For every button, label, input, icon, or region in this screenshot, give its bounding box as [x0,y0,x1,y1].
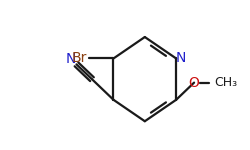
Text: Br: Br [72,51,87,66]
Text: CH₃: CH₃ [214,76,237,89]
Text: N: N [176,51,186,66]
Text: N: N [66,52,76,66]
Text: O: O [189,76,200,90]
